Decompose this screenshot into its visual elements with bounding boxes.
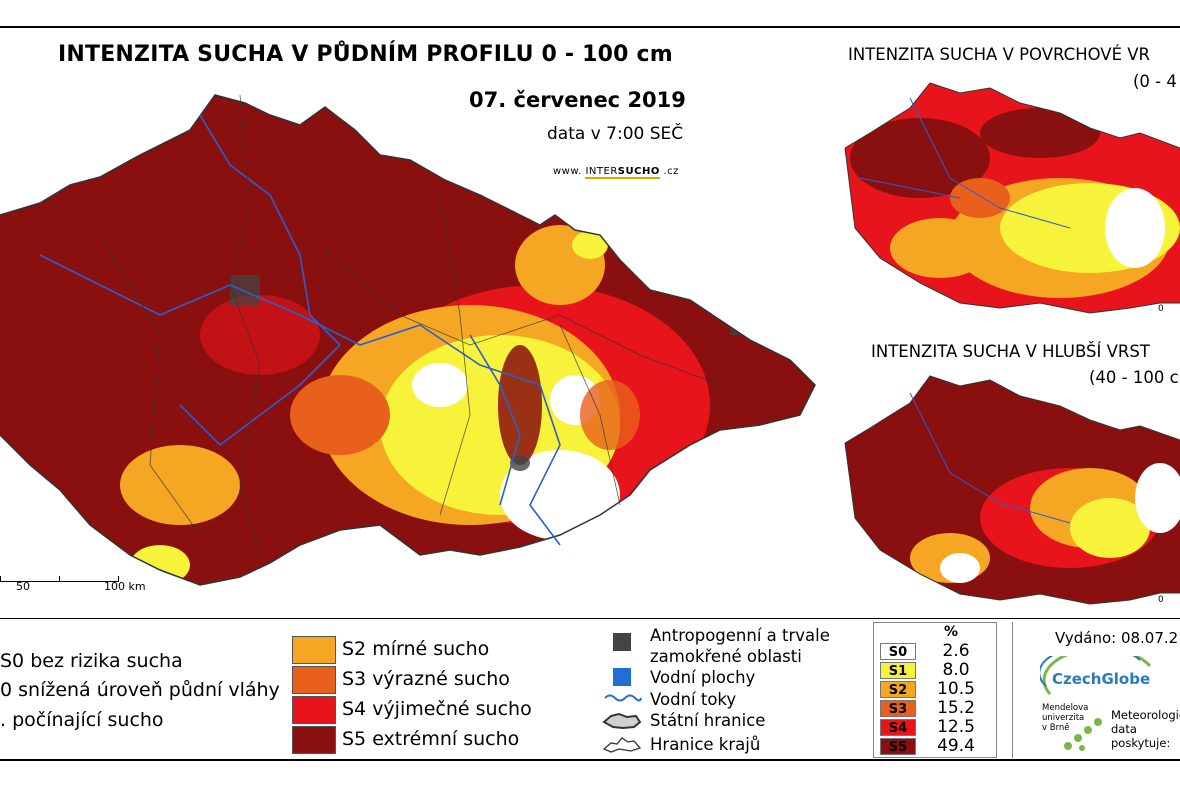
meteo-line-3: poskytuje: [1111,736,1171,750]
map-date: 07. červenec 2019 [469,88,686,112]
percent-code: S2 [880,681,916,698]
mendel-line-2: univerzita [1042,713,1085,723]
water-swatch [613,668,631,686]
percent-value: 2.6 [942,641,970,661]
page-frame [0,26,1180,761]
czechglobe-name: CzechGlobe [1052,670,1151,688]
percent-value: 49.4 [937,736,975,756]
issued-panel [1012,622,1180,758]
legend-divider [0,618,1180,619]
percent-value: 10.5 [937,679,975,699]
legend-rivers: Vodní toky [650,690,737,709]
percent-row: S4 12.5 [876,719,994,736]
bottom-inset-subtitle: (40 - 100 c [1089,368,1179,387]
percent-code: S3 [880,700,916,717]
top-inset-subtitle: (0 - 4 [1133,72,1177,91]
mendel-university: Mendelova univerzita v Brně [1042,703,1088,733]
main-title: INTENZITA SUCHA V PŮDNÍM PROFILU 0 - 100… [58,42,673,67]
mendel-logo-icon [1064,718,1102,751]
region-border-icon [602,737,642,753]
legend-state-border: Státní hranice [650,711,766,730]
meteo-line-1: Meteorologic [1111,708,1180,722]
legend-swatch-s2 [292,636,336,664]
percent-row: S2 10.5 [876,681,994,698]
legend-s0-reduced: 0 snížená úroveň půdní vláhy [0,679,280,701]
percent-table-frame [873,622,997,758]
legend-anthro-1: Antropogenní a trvale [650,626,830,645]
scale-label-100: 100 km [104,580,146,593]
website-prefix: www. [553,166,586,177]
percent-code: S4 [880,719,916,736]
scale-label-50: 50 [16,580,30,593]
legend-anthro-2: zamokřené oblasti [650,647,802,666]
legend-swatch-s3 [292,666,336,694]
meteo-data-provider: Meteorologic data poskytuje: [1111,708,1180,750]
legend-label-s4: S4 výjimečné sucho [342,698,532,720]
issued-date: Vydáno: 08.07.2 [1055,629,1179,647]
state-border-icon [602,712,642,730]
legend-region-border: Hranice krajů [650,735,761,754]
main-drought-map [0,94,816,586]
percent-value: 12.5 [937,717,975,737]
top-inset-map [844,82,1180,314]
legend-label-s3: S3 výrazné sucho [342,668,510,690]
percent-value: 8.0 [942,660,970,680]
mendel-line-1: Mendelova [1042,703,1089,713]
river-icon [604,694,642,702]
scale-tick [118,576,119,582]
legend-s0: S0 bez rizika sucha [0,650,183,672]
percent-row: S0 2.6 [876,643,994,660]
percent-header: % [944,624,959,640]
scale-tick [0,576,1,582]
legend-label-s2: S2 mírné sucho [342,638,490,660]
scale-tick [59,576,60,582]
legend-label-s5: S5 extrémní sucho [342,728,520,750]
legend-s1: . počínající sucho [0,709,164,731]
legend-water: Vodní plochy [650,668,756,687]
website-suffix: .cz [659,166,679,177]
website-link[interactable]: www. INTERSUCHO .cz [553,166,679,179]
percent-row: S5 49.4 [876,738,994,755]
anthro-swatch [613,633,631,651]
website-sucho: SUCHO [617,166,660,177]
percent-code: S1 [880,662,916,679]
percent-row: S3 15.2 [876,700,994,717]
legend-swatch-s5 [292,726,336,754]
percent-code: S0 [880,643,916,660]
percent-code: S5 [880,738,916,755]
data-time: data v 7:00 SEČ [547,124,684,144]
top-inset-title: INTENZITA SUCHA V POVRCHOVÉ VR [848,45,1151,64]
scale-bar: 50 100 km [0,568,170,598]
legend-swatch-s4 [292,696,336,724]
bottom-inset-map [844,375,1180,605]
top-inset-scale-zero: 0 [1158,304,1164,314]
mendel-line-3: v Brně [1042,723,1070,733]
meteo-line-2: data [1111,722,1137,736]
percent-row: S1 8.0 [876,662,994,679]
czechglobe-logo-icon [1040,656,1152,695]
percent-value: 15.2 [937,698,975,718]
bottom-inset-scale-zero: 0 [1158,595,1164,605]
website-inter: INTER [585,166,618,177]
bottom-inset-title: INTENZITA SUCHA V HLUBŠÍ VRST [871,342,1150,361]
